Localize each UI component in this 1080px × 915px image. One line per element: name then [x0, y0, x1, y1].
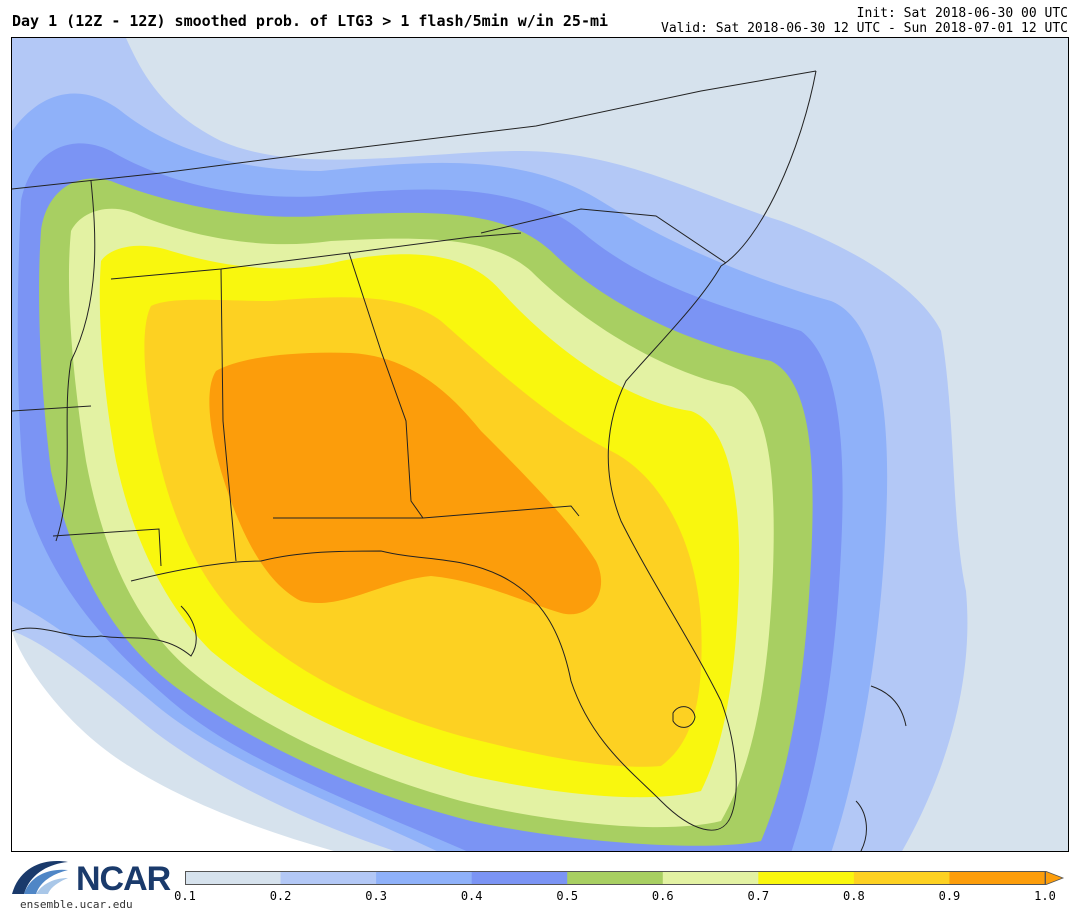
- colorbar: [185, 870, 1065, 889]
- colorbar-segment: [471, 871, 568, 885]
- coastline-gulf: [130, 70, 817, 831]
- colorbar-tick-label: 0.3: [365, 889, 387, 903]
- colorbar-tick-label: 0.2: [269, 889, 292, 903]
- state-line-la: [52, 528, 162, 567]
- ncar-swoosh-icon: [12, 861, 68, 894]
- valid-time: Valid: Sat 2018-06-30 12 UTC - Sun 2018-…: [661, 21, 1068, 36]
- colorbar-tick-label: 0.8: [843, 889, 865, 903]
- probability-map: [12, 38, 1068, 851]
- colorbar-segment: [376, 871, 473, 885]
- state-line-tn: [12, 405, 92, 412]
- colorbar-segment: [758, 871, 855, 885]
- time-info: Init: Sat 2018-06-30 00 UTC Valid: Sat 2…: [661, 6, 1068, 36]
- colorbar-tick-label: 0.9: [938, 889, 961, 903]
- colorbar-tick-label: 1.0: [1034, 889, 1056, 903]
- colorbar-tick-label: 0.5: [556, 889, 579, 903]
- init-time: Init: Sat 2018-06-30 00 UTC: [856, 6, 1068, 21]
- colorbar-svg: [185, 870, 1065, 886]
- colorbar-tick-label: 0.6: [651, 889, 674, 903]
- colorbar-tick-label: 0.7: [747, 889, 770, 903]
- coastline-bahamas-1: [870, 685, 907, 727]
- colorbar-segment: [949, 871, 1046, 885]
- state-line-north: [12, 70, 817, 190]
- state-line-ga-sc: [480, 208, 727, 264]
- ncar-logo-text: NCAR: [76, 860, 171, 898]
- lake-okeechobee: [672, 706, 696, 728]
- colorbar-tick-label: 0.4: [460, 889, 483, 903]
- state-line-al-ms: [220, 268, 237, 562]
- chart-title: Day 1 (12Z - 12Z) smoothed prob. of LTG3…: [12, 12, 609, 30]
- coastline-bahamas-2: [855, 800, 867, 851]
- colorbar-segment: [185, 871, 282, 885]
- colorbar-segment: [280, 871, 377, 885]
- colorbar-segment: [853, 871, 950, 885]
- ncar-url: ensemble.ucar.edu: [20, 898, 133, 911]
- ncar-logo: NCAR ensemble.ucar.edu: [10, 856, 180, 912]
- state-line-al-ga: [348, 252, 424, 519]
- colorbar-segment: [662, 871, 759, 885]
- map-panel: [11, 37, 1069, 852]
- colorbar-tick-label: 0.1: [174, 889, 196, 903]
- boundary-lines: [12, 70, 907, 851]
- band-0.9: [209, 352, 602, 615]
- river-mississippi: [55, 180, 96, 542]
- coastline-la: [12, 605, 197, 657]
- colorbar-segment: [567, 871, 664, 885]
- state-line-fl: [273, 505, 580, 519]
- colorbar-arrow: [1044, 870, 1065, 886]
